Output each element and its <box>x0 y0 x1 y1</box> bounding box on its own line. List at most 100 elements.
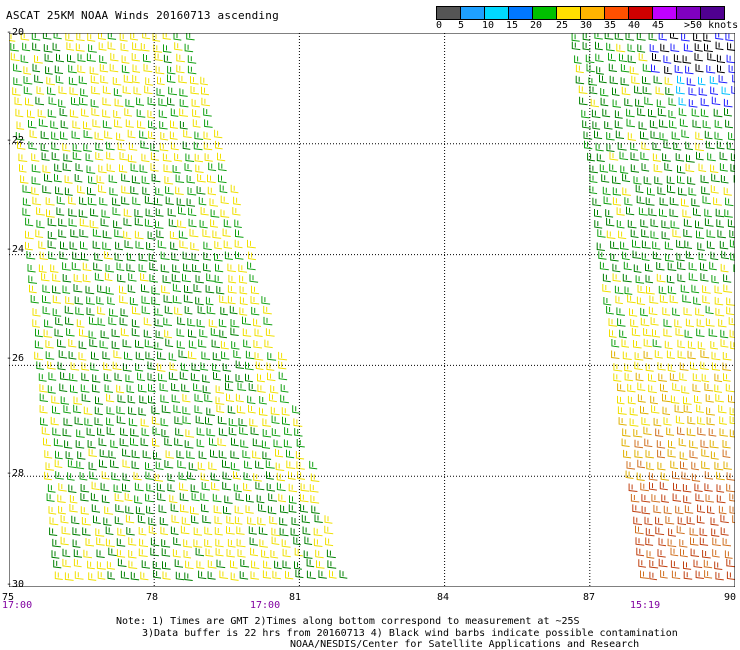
wind-barb <box>163 164 173 173</box>
wind-barb <box>105 538 115 548</box>
wind-barb <box>638 207 648 216</box>
wind-barb <box>91 107 100 117</box>
wind-barb <box>87 33 96 42</box>
wind-barb <box>700 439 709 449</box>
wind-barb <box>171 383 180 392</box>
wind-barb <box>590 98 600 108</box>
wind-barb <box>270 406 280 416</box>
wind-barb <box>293 536 301 546</box>
wind-barb <box>210 209 220 218</box>
wind-barb <box>122 363 132 372</box>
wind-barb <box>297 471 306 480</box>
wind-barb <box>670 30 679 40</box>
wind-barb <box>227 539 236 548</box>
wind-barb <box>188 329 197 338</box>
wind-barb <box>134 217 143 226</box>
wind-barb <box>205 284 215 294</box>
wind-barb <box>148 130 156 140</box>
wind-barb <box>309 484 319 493</box>
wind-barb <box>31 153 40 162</box>
wind-barb <box>71 262 81 271</box>
wind-barb <box>606 306 614 315</box>
wind-barb <box>635 275 645 284</box>
wind-barb <box>155 208 164 217</box>
wind-barb <box>139 130 148 139</box>
wind-barb <box>85 285 95 295</box>
wind-barb <box>710 86 719 95</box>
wind-barb <box>645 449 654 459</box>
wind-barb <box>610 240 619 250</box>
wind-barb <box>68 76 78 86</box>
wind-barb <box>75 163 84 172</box>
wind-barb <box>692 373 702 382</box>
wind-barb <box>29 129 38 139</box>
wind-barb <box>116 262 125 271</box>
wind-barb <box>253 340 263 349</box>
wind-barb <box>643 176 652 185</box>
wind-barb <box>147 372 157 382</box>
wind-barb <box>626 118 636 128</box>
wind-barb <box>134 230 144 240</box>
wind-barb <box>198 196 207 206</box>
wind-barb <box>157 363 166 372</box>
wind-barb <box>231 341 240 350</box>
wind-barb <box>630 229 639 238</box>
wind-barb <box>150 163 159 172</box>
wind-barb <box>195 415 205 425</box>
wind-barb <box>191 515 199 524</box>
wind-barb <box>200 76 208 86</box>
wind-barb <box>262 570 272 579</box>
wind-barb <box>117 142 126 151</box>
wind-barb <box>665 87 674 96</box>
wind-barb <box>725 119 734 129</box>
wind-barb <box>68 339 77 348</box>
wind-barb <box>135 339 144 349</box>
wind-barb <box>172 295 182 304</box>
wind-barb <box>710 251 719 261</box>
wind-barb <box>83 406 93 415</box>
wind-barb <box>106 163 115 173</box>
wind-barb <box>288 504 297 513</box>
wind-barb <box>44 173 53 183</box>
wind-barb <box>644 516 653 526</box>
wind-barb <box>651 64 660 73</box>
wind-barb <box>95 142 104 151</box>
wind-barb <box>174 437 183 447</box>
wind-barb <box>87 440 96 449</box>
wind-barb <box>76 32 85 42</box>
wind-barb <box>681 385 690 394</box>
wind-barb <box>726 483 735 493</box>
wind-barb <box>31 176 41 185</box>
wind-barb <box>602 186 611 196</box>
wind-barb <box>630 318 639 328</box>
wind-barb <box>163 294 173 304</box>
wind-barb <box>55 75 64 84</box>
wind-barb <box>93 515 101 524</box>
wind-barb <box>243 482 252 492</box>
wind-barb <box>702 285 711 294</box>
wind-barb <box>212 230 222 239</box>
wind-barb <box>259 407 268 416</box>
wind-barb <box>250 296 260 305</box>
wind-barb <box>88 44 97 53</box>
wind-barb <box>215 538 224 548</box>
wind-barb <box>28 120 37 129</box>
wind-barb <box>220 209 230 218</box>
wind-barb <box>711 96 721 106</box>
wind-barb <box>208 162 217 172</box>
wind-barb <box>640 131 649 140</box>
wind-barb <box>243 339 252 348</box>
wind-barb <box>600 88 609 97</box>
wind-barb <box>95 396 104 405</box>
wind-barb <box>215 385 225 394</box>
wind-barb <box>140 273 149 282</box>
legend-swatch <box>556 6 581 20</box>
wind-barb <box>622 273 632 283</box>
wind-barb <box>71 515 80 525</box>
wind-map[interactable] <box>7 30 740 588</box>
wind-barb <box>675 327 684 337</box>
wind-barb <box>119 33 128 42</box>
wind-barb <box>599 164 609 173</box>
wind-barb <box>63 405 71 414</box>
wind-barb <box>683 229 693 238</box>
